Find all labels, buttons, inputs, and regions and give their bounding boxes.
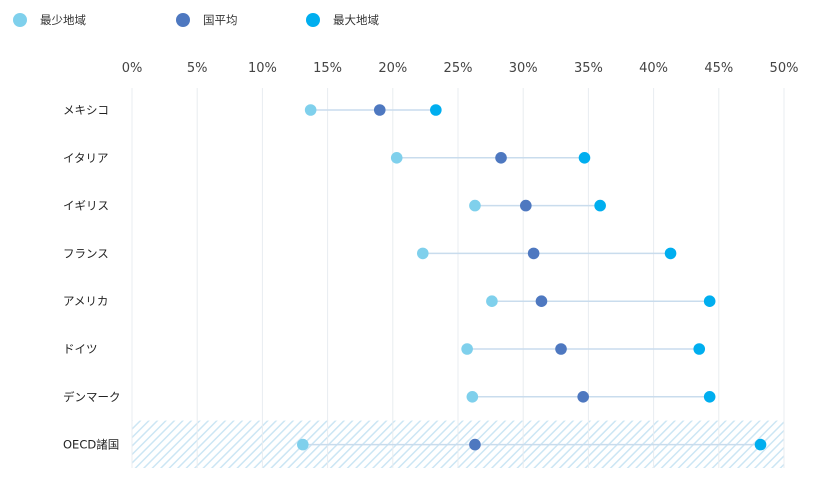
- point-series1-row5: [555, 343, 567, 355]
- category-label: イタリア: [63, 151, 109, 165]
- point-series0-row5: [461, 343, 473, 355]
- point-series1-row3: [527, 247, 540, 260]
- point-series0-row1: [390, 152, 403, 164]
- x-tick-label: 5%: [187, 61, 208, 76]
- legend-marker-2: [306, 13, 320, 27]
- point-series2-row5: [693, 343, 706, 355]
- point-series2-row1: [578, 152, 591, 164]
- x-tick-label: 30%: [509, 61, 538, 76]
- x-tick-label: 40%: [639, 61, 668, 76]
- x-tick-label: 50%: [770, 61, 799, 76]
- category-label: フランス: [63, 246, 109, 260]
- point-series0-row4: [486, 295, 498, 308]
- x-tick-label: 25%: [444, 61, 473, 76]
- legend-label-2: 最大地域: [333, 13, 379, 27]
- category-label: アメリカ: [63, 294, 108, 308]
- point-series1-row4: [535, 295, 548, 308]
- x-tick-label: 20%: [378, 61, 407, 76]
- x-tick-label: 45%: [704, 61, 733, 76]
- legend-label-1: 国平均: [203, 13, 238, 27]
- legend-label-0: 最少地域: [40, 13, 86, 27]
- x-tick-label: 35%: [574, 61, 603, 76]
- point-series2-row2: [594, 199, 606, 212]
- x-tick-label: 15%: [313, 61, 342, 76]
- point-series0-row7: [297, 438, 309, 451]
- point-series0-row3: [416, 247, 429, 260]
- point-series0-row2: [469, 199, 481, 212]
- legend: 最少地域 国平均 最大地域: [13, 13, 379, 27]
- category-label: ドイツ: [63, 342, 98, 356]
- category-label: デンマーク: [63, 390, 121, 404]
- x-tick-label: 0%: [122, 61, 143, 76]
- connectors: [302, 109, 761, 446]
- point-series2-row7: [754, 438, 767, 451]
- point-series2-row0: [430, 104, 442, 116]
- point-series1-row1: [495, 152, 507, 164]
- point-series2-row6: [703, 391, 716, 403]
- point-series2-row4: [703, 295, 716, 308]
- grid-layer: [131, 88, 785, 468]
- point-series1-row0: [373, 104, 386, 116]
- point-series0-row0: [304, 104, 317, 116]
- points: [297, 104, 767, 451]
- x-axis-ticks: 0% 5% 10% 15% 20% 25% 30% 35% 40% 45% 50%: [122, 61, 799, 76]
- legend-marker-1: [176, 13, 190, 27]
- point-series1-row6: [577, 391, 589, 403]
- point-series2-row3: [664, 247, 677, 260]
- legend-marker-0: [13, 13, 27, 27]
- x-tick-label: 10%: [248, 61, 277, 76]
- category-label: OECD諸国: [63, 438, 119, 452]
- category-label: メキシコ: [63, 103, 109, 117]
- category-label: イギリス: [63, 199, 109, 213]
- point-series1-row7: [469, 438, 481, 451]
- point-series0-row6: [466, 391, 479, 403]
- point-series1-row2: [520, 199, 532, 212]
